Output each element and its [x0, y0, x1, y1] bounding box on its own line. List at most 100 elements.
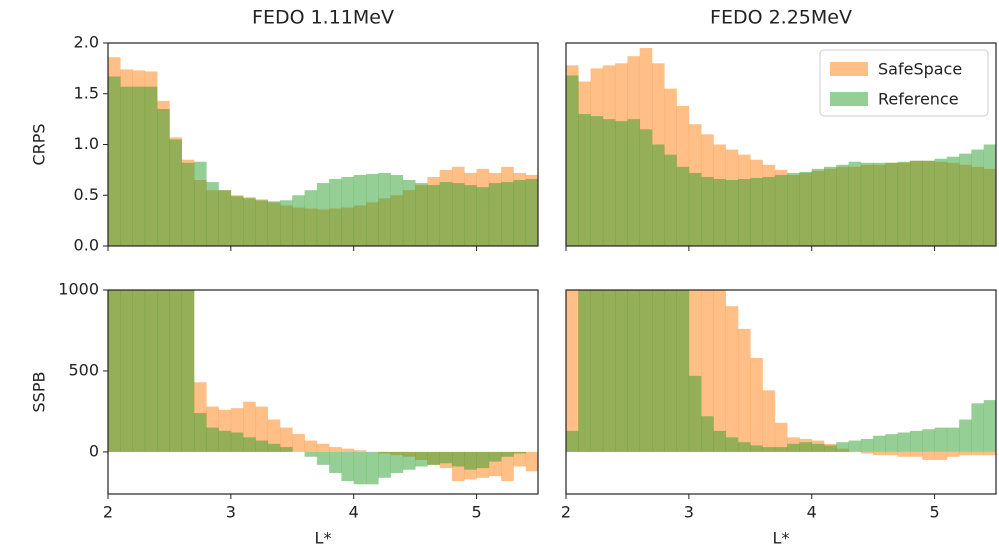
histogram-bar [713, 290, 727, 452]
histogram-bar [267, 201, 281, 246]
histogram-bar [873, 435, 886, 452]
histogram-bar [602, 290, 616, 452]
y-tick-label: 1.5 [74, 83, 99, 102]
histogram-bar [799, 442, 813, 452]
histogram-bar [750, 177, 763, 246]
histogram-bar [464, 451, 477, 470]
histogram-bar [304, 440, 318, 452]
histogram-bar [280, 200, 293, 246]
histogram-bar [439, 451, 453, 464]
x-tick-label: 4 [349, 503, 359, 522]
histogram-bar [578, 114, 591, 246]
histogram-bar [664, 154, 677, 246]
histogram-bar [848, 161, 862, 246]
histogram-bar [934, 451, 948, 460]
histogram-bar [578, 290, 591, 452]
axes-frame [565, 289, 997, 495]
chart-title: FEDO 1.11MeV [252, 7, 394, 29]
histogram-bar [664, 290, 677, 452]
histogram-bar [316, 443, 330, 452]
histogram-bar [615, 121, 628, 246]
histogram-bar [488, 183, 502, 246]
histogram-bar [513, 451, 527, 467]
y-tick-label: 500 [68, 360, 99, 379]
histogram-bar [132, 86, 146, 246]
histogram-bar [885, 434, 899, 452]
x-tick-label: 2 [561, 503, 571, 522]
histogram-bar [402, 451, 416, 470]
y-tick-label: 0.0 [74, 236, 99, 255]
histogram-bar [971, 451, 985, 456]
histogram-bar [230, 196, 244, 246]
histogram-bar [452, 451, 465, 467]
histogram-bar [194, 161, 207, 246]
histogram-bar [353, 174, 367, 246]
histogram-bar [811, 443, 825, 452]
histogram-bar [267, 443, 281, 452]
histogram-bar [230, 432, 244, 452]
histogram-bar [848, 440, 862, 452]
legend-swatch [830, 62, 868, 76]
histogram-bar [292, 195, 305, 246]
histogram-bar [218, 430, 232, 452]
histogram-bar [452, 183, 465, 246]
histogram-bar [513, 180, 527, 246]
histogram-bar [652, 144, 665, 246]
histogram-bar [860, 162, 874, 246]
histogram-bar [922, 451, 935, 460]
histogram-bar [366, 451, 379, 485]
histogram-bar [897, 451, 911, 457]
histogram-bar [590, 290, 604, 452]
histogram-bar [824, 445, 837, 452]
histogram-bar [639, 129, 653, 246]
histogram-bar [280, 447, 293, 452]
histogram-bar [725, 306, 739, 452]
histogram-bar [676, 166, 690, 246]
histogram-bar [329, 179, 342, 246]
histogram-bar [378, 451, 391, 478]
histogram-bar [910, 160, 923, 246]
plot-area [566, 48, 996, 246]
histogram-bar [762, 447, 776, 452]
histogram-bar [725, 180, 739, 246]
histogram-bar [750, 358, 763, 452]
x-axis-label: L* [315, 529, 332, 548]
y-tick-label: 2.0 [74, 33, 99, 52]
histogram-bar [488, 451, 502, 462]
histogram-bar [713, 430, 727, 452]
histogram-bar [120, 86, 133, 246]
histogram-bar [353, 450, 367, 452]
histogram-bar [144, 86, 158, 246]
legend-label: SafeSpace [878, 60, 962, 79]
histogram-bar [476, 451, 490, 469]
histogram-bar [157, 108, 170, 246]
histogram-bar [934, 158, 948, 246]
histogram-bar [218, 190, 232, 246]
y-tick-label: 0 [89, 441, 99, 460]
histogram-bar [169, 139, 183, 246]
histogram-bar [959, 153, 972, 246]
histogram-bar [983, 400, 996, 452]
histogram-bar [762, 176, 776, 246]
histogram-bar [513, 451, 527, 454]
histogram-bar [774, 422, 788, 452]
histogram-bar [378, 172, 391, 246]
histogram-bar [243, 437, 256, 452]
histogram-bar [316, 183, 330, 246]
histogram-bar [427, 451, 441, 465]
chart-title: FEDO 2.25MeV [710, 7, 852, 29]
histogram-bar [652, 290, 665, 452]
histogram-bar [910, 430, 923, 452]
histogram-bar [501, 451, 514, 457]
histogram-bar [738, 328, 751, 452]
histogram-bar [725, 437, 739, 452]
histogram-bar [304, 190, 318, 246]
axes-frame [565, 42, 997, 247]
histogram-bar [292, 434, 305, 452]
histogram-bar [885, 162, 899, 246]
histogram-bar [701, 176, 714, 246]
histogram-bar [566, 430, 579, 452]
histogram-bar [774, 447, 788, 452]
histogram-bar [206, 182, 219, 246]
